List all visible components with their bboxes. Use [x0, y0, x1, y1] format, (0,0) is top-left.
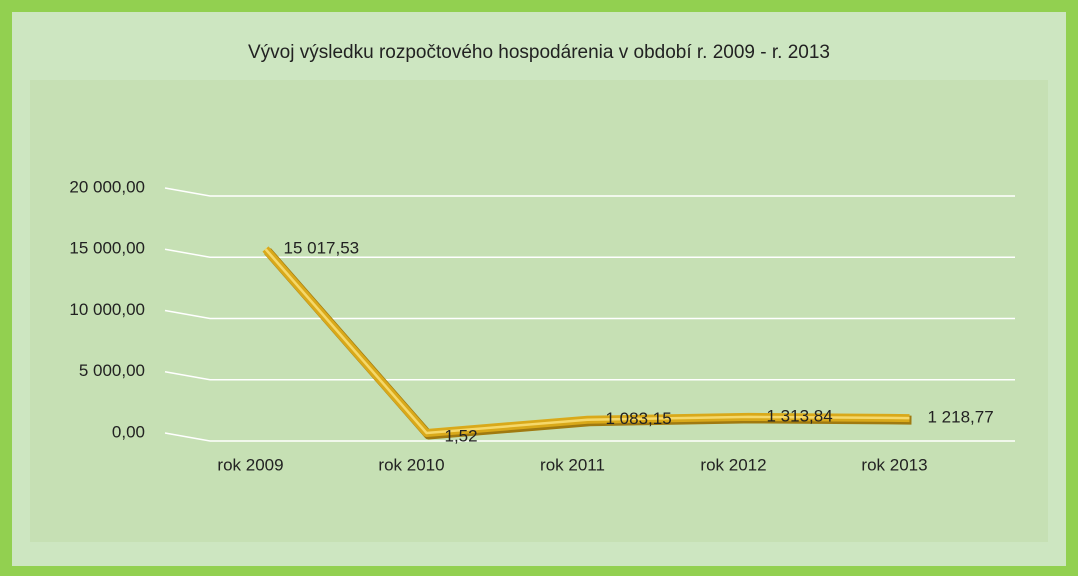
grid-line [164, 248, 1015, 258]
y-tick-label: 20 000,00 [69, 177, 145, 196]
x-tick-label: rok 2011 [540, 455, 605, 474]
data-label: 1,52 [445, 426, 478, 445]
y-tick-label: 5 000,00 [79, 361, 145, 380]
chart-title: Vývoj výsledku rozpočtového hospodárenia… [248, 42, 830, 63]
x-tick-label: rok 2010 [378, 455, 444, 474]
grid-line [164, 309, 1015, 320]
plot-area [30, 80, 1048, 542]
x-tick-label: rok 2009 [217, 455, 283, 474]
x-tick-label: rok 2012 [700, 455, 766, 474]
y-tick-label: 10 000,00 [69, 300, 145, 319]
y-tick-label: 15 000,00 [69, 239, 145, 258]
grid-line [164, 371, 1015, 381]
data-label: 1 313,84 [767, 406, 833, 425]
line-highlight [264, 248, 910, 435]
y-tick-label: 0,00 [112, 422, 145, 441]
data-label: 1 218,77 [928, 408, 994, 427]
grid-line [164, 187, 1015, 197]
x-tick-label: rok 2013 [861, 455, 927, 474]
data-label: 15 017,53 [284, 239, 360, 258]
data-label: 1 083,15 [606, 409, 672, 428]
grid-line [164, 432, 1015, 442]
